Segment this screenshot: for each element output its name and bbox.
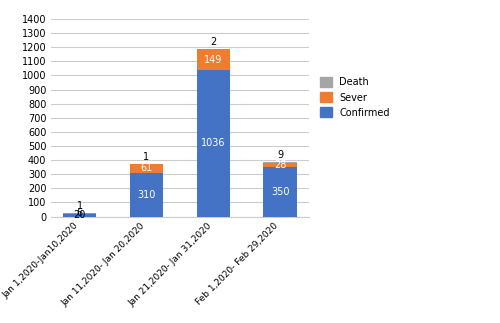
Text: 1: 1 [144,152,150,162]
Text: 350: 350 [271,187,289,197]
Text: 149: 149 [204,55,223,65]
Text: 1036: 1036 [201,139,226,149]
Bar [130,164,163,173]
Bar [264,167,297,216]
Text: 61: 61 [140,163,152,173]
Text: 310: 310 [137,190,156,200]
Bar [196,70,230,216]
Text: 20: 20 [74,210,86,220]
Bar [264,163,297,167]
Text: 2: 2 [210,37,216,47]
Text: 1: 1 [76,201,82,211]
Bar [63,214,96,216]
Text: 6: 6 [76,208,82,218]
Text: 28: 28 [274,160,286,170]
Legend: Death, Sever, Confirmed: Death, Sever, Confirmed [316,73,394,121]
Bar [196,49,230,70]
Bar [264,162,297,163]
Text: 9: 9 [277,150,283,160]
Bar [63,213,96,214]
Bar [130,173,163,216]
